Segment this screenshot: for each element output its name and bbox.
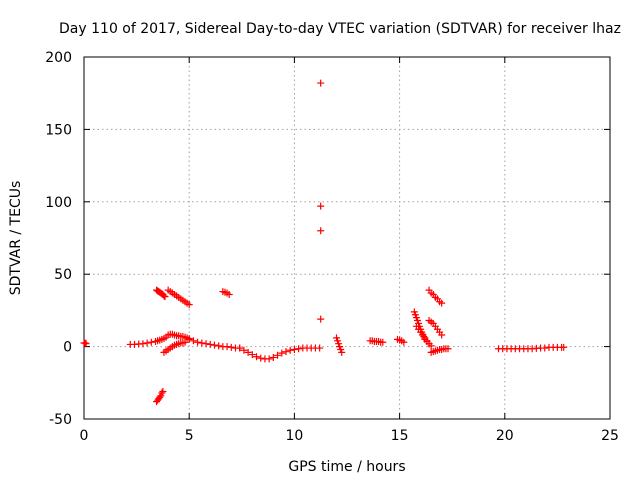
data-point [215, 342, 223, 350]
series-pos-arc-1 [153, 286, 169, 301]
data-point [147, 338, 155, 346]
data-point [225, 290, 233, 298]
data-point [185, 335, 193, 343]
data-point [81, 339, 89, 347]
data-point [253, 353, 261, 361]
series-late-band [494, 343, 568, 353]
data-point [160, 292, 168, 300]
y-tick-label: 50 [54, 267, 72, 283]
series-arc-16b [412, 322, 435, 350]
data-point [181, 338, 189, 346]
grid-layer [84, 57, 610, 419]
y-tick-label: 0 [63, 340, 72, 356]
data-point [290, 345, 298, 353]
data-point [240, 346, 248, 354]
data-point [427, 342, 435, 350]
data-point [159, 387, 167, 395]
data-point [198, 339, 206, 347]
data-point [560, 343, 568, 351]
data-point [438, 299, 446, 307]
data-point [438, 331, 446, 339]
y-tick-label: 150 [45, 122, 72, 138]
series-early-low-arc [160, 338, 189, 356]
data-point [156, 393, 164, 401]
x-tick-label: 10 [285, 428, 303, 444]
y-tick-label: 200 [45, 50, 72, 66]
data-point [282, 348, 290, 356]
tick-layer: 0 5 10 15 20 25 -50 0 50 100 150 200 [45, 50, 619, 444]
data-point [194, 338, 202, 346]
data-point [286, 346, 294, 354]
data-point [400, 338, 408, 346]
x-axis-label: GPS time / hours [288, 459, 405, 475]
data-points [80, 79, 568, 406]
data-point [248, 351, 256, 359]
data-point [202, 340, 210, 348]
data-point [317, 202, 325, 210]
data-point [265, 355, 273, 363]
data-point [316, 344, 324, 352]
data-point [541, 344, 549, 352]
x-tick-label: 25 [601, 428, 619, 444]
data-point [158, 389, 166, 397]
series-tail-16 [427, 345, 452, 356]
y-axis-label: SDTVAR / TECUs [8, 181, 24, 296]
series-early-band [126, 330, 193, 348]
x-tick-label: 15 [391, 428, 409, 444]
data-point [317, 79, 325, 87]
series-cluster-15 [393, 335, 408, 346]
data-point [236, 344, 244, 352]
data-point [143, 339, 151, 347]
data-point [223, 343, 231, 351]
data-point [274, 351, 282, 359]
y-tick-label: 100 [45, 195, 72, 211]
series-post-outlier [332, 334, 346, 356]
data-point [269, 353, 277, 361]
data-point [317, 315, 325, 323]
series-morning-band [185, 335, 244, 352]
data-point [185, 301, 193, 309]
data-point [210, 341, 218, 349]
chart-title: Day 110 of 2017, Sidereal Day-to-day VTE… [59, 21, 621, 37]
data-point [257, 354, 265, 362]
series-neg-arc [153, 387, 167, 406]
data-point [206, 340, 214, 348]
series-start [80, 339, 90, 348]
data-point [379, 338, 387, 346]
series-dip [236, 344, 324, 363]
data-point [161, 293, 169, 301]
plot-frame [83, 56, 611, 420]
data-point [244, 348, 252, 356]
x-tick-label: 20 [496, 428, 514, 444]
data-point [338, 348, 346, 356]
data-point [227, 343, 235, 351]
series-cluster-14 [366, 337, 387, 346]
data-point [295, 345, 303, 353]
x-tick-label: 5 [185, 428, 194, 444]
data-point [317, 227, 325, 235]
series-arc-16-top [425, 286, 446, 307]
data-point [444, 345, 452, 353]
series-pos-arc-3 [219, 288, 233, 298]
series-pos-arc-2 [164, 286, 193, 309]
data-point [278, 349, 286, 357]
y-tick-label: -50 [49, 412, 72, 428]
data-point [82, 340, 90, 348]
series-arc-16c [425, 317, 446, 339]
data-point [139, 340, 147, 348]
x-tick-label: 0 [80, 428, 89, 444]
series-outliers [317, 79, 325, 323]
data-point [189, 337, 197, 345]
